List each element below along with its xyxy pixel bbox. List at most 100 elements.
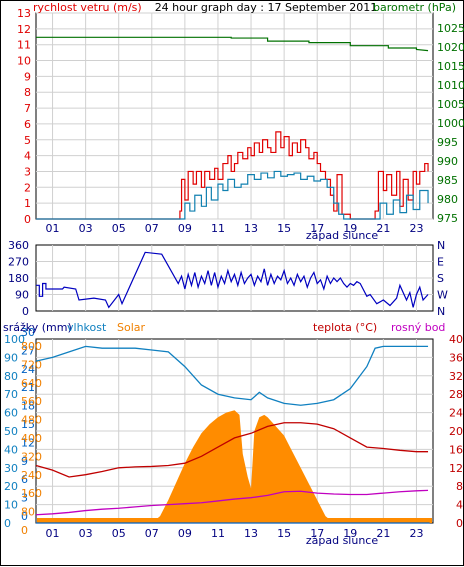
panel2-right-tick-label: S	[437, 272, 444, 285]
panel3-x-tick-label: 21	[376, 527, 390, 540]
panel2-right-tick-label: W	[437, 289, 448, 302]
panel1-right-tick-label: 980	[437, 193, 458, 206]
panel3-temp-tick-label: 0	[456, 517, 463, 530]
panel2-left-tick-label: 180	[8, 272, 29, 285]
panel3-humidity-tick-label: 90	[4, 351, 18, 364]
panel1-left-tick-label: 12	[17, 23, 31, 36]
panel3-dew-axis-label: rosný bod	[391, 321, 445, 334]
panel1-right-tick-label: 1000	[437, 117, 464, 130]
panel3-temp-tick-label: 8	[456, 480, 463, 493]
panel3-humidity-tick-label: 40	[4, 443, 18, 456]
panel3-temp-tick-label: 32	[449, 370, 463, 383]
panel1-right-tick-label: 1020	[437, 41, 464, 54]
panel3-temp-axis-label: teplota (°C)	[313, 321, 377, 334]
panel3-x-tick-label: 11	[211, 527, 225, 540]
panel1-right-tick-label: 1015	[437, 60, 464, 73]
panel3-precip-tick-label: 18	[21, 400, 35, 413]
panel2-left-tick-label: 0	[22, 305, 29, 318]
panel3-precip-tick-label: 12	[21, 436, 35, 449]
panel1-x-tick-label: 07	[145, 222, 159, 235]
series-dew-point	[35, 489, 429, 516]
panel3-solar-axis-label: Solar	[117, 321, 146, 334]
panel1-x-tick-label: 21	[376, 222, 390, 235]
series-solar-area	[36, 410, 430, 523]
panel1-right-tick-label: 1005	[437, 98, 464, 111]
panel3-x-tick-label: 23	[409, 527, 423, 540]
panel3-precip-tick-label: 9	[21, 455, 28, 468]
panel3-precip-tick-label: 27	[21, 344, 35, 357]
panel3-x-tick-label: 13	[244, 527, 258, 540]
panel3-x-tick-label: 03	[79, 527, 93, 540]
panel3-sunset-label: západ slunce	[306, 534, 378, 547]
panel3-temp-tick-label: 28	[449, 388, 463, 401]
series-wind-direction	[36, 251, 429, 309]
panel3-x-tick-label: 19	[343, 527, 357, 540]
panel3-precip-tick-label: 30	[21, 326, 35, 339]
panel1-left-tick-label: 9	[24, 70, 31, 83]
panel3-solar-tick-label: 320	[21, 450, 42, 463]
panel3-humidity-tick-label: 30	[4, 462, 18, 475]
panel3-solar-tick-label: 160	[21, 487, 42, 500]
panel1-sunset-label: západ slunce	[306, 229, 378, 242]
panel1-x-tick-label: 13	[244, 222, 258, 235]
panel3-solar-tick-label: 0	[21, 524, 28, 537]
panel3-x-tick-label: 17	[310, 527, 324, 540]
panel1-x-tick-label: 17	[310, 222, 324, 235]
panel1-left-tick-label: 5	[24, 134, 31, 147]
panel1-x-tick-label: 03	[79, 222, 93, 235]
panel1-left-axis-label: rychlost vetru (m/s)	[33, 1, 142, 14]
panel1-left-tick-label: 4	[24, 150, 31, 163]
panel1-left-tick-label: 8	[24, 86, 31, 99]
panel3-temp-tick-label: 40	[449, 333, 463, 346]
panel3-temp-tick-label: 4	[456, 499, 463, 512]
panel1-right-tick-label: 1010	[437, 79, 464, 92]
panel1-left-tick-label: 7	[24, 102, 31, 115]
panel3-solar-tick-label: 240	[21, 469, 42, 482]
panel1-right-tick-label: 985	[437, 174, 458, 187]
panel3-humidity-tick-label: 20	[4, 480, 18, 493]
panel3-solar-tick-label: 80	[21, 506, 35, 519]
panel1-x-tick-label: 19	[343, 222, 357, 235]
panel2-right-tick-label: E	[437, 256, 444, 269]
panel3-x-tick-label: 01	[46, 527, 60, 540]
panel2-left-tick-label: 90	[15, 289, 29, 302]
panel1-x-tick-label: 11	[211, 222, 225, 235]
panel1-x-tick-label: 05	[112, 222, 126, 235]
chart-title: 24 hour graph day : 17 September 2011	[155, 1, 378, 14]
series-wind-speed	[36, 170, 429, 220]
panel1-left-tick-label: 0	[24, 213, 31, 226]
panel3-humidity-tick-label: 70	[4, 388, 18, 401]
panel2-right-tick-label: N	[437, 305, 445, 318]
panel1-left-tick-label: 2	[24, 181, 31, 194]
panel1-right-tick-label: 990	[437, 155, 458, 168]
panel2-left-tick-label: 360	[8, 239, 29, 252]
panel3-precip-tick-label: 3	[21, 492, 28, 505]
panel3-precip-tick-label: 6	[21, 473, 28, 486]
panel3-precip-tick-label: 0	[21, 510, 28, 523]
panel2-left-tick-label: 270	[8, 256, 29, 269]
series-barometr	[36, 36, 429, 52]
panel3-temp-tick-label: 12	[449, 462, 463, 475]
panel1-left-tick-label: 6	[24, 118, 31, 131]
panel3-humidity-axis-label: vlhkost	[67, 321, 107, 334]
panel3-precip-tick-label: 24	[21, 363, 35, 376]
panel1-plot-area	[35, 12, 434, 220]
panel1-right-tick-label: 975	[437, 212, 458, 225]
panel3-x-tick-label: 05	[112, 527, 126, 540]
panel3-temp-tick-label: 36	[449, 351, 463, 364]
panel1-left-tick-label: 11	[17, 39, 31, 52]
series-humidity	[35, 345, 429, 406]
panel3-temp-tick-label: 24	[449, 407, 463, 420]
panel2-right-tick-label: N	[437, 239, 445, 252]
panel1-right-axis-label: barometr (hPa)	[373, 1, 456, 14]
panel3-humidity-tick-label: 0	[4, 517, 11, 530]
panel1-right-tick-label: 1025	[437, 22, 464, 35]
panel1-left-tick-label: 13	[17, 7, 31, 20]
panel1-right-tick-label: 995	[437, 136, 458, 149]
panel1-left-tick-label: 3	[24, 165, 31, 178]
panel3-solar-tick-label: 560	[21, 395, 42, 408]
panel3-humidity-tick-label: 100	[4, 333, 25, 346]
panel3-x-tick-label: 09	[178, 527, 192, 540]
